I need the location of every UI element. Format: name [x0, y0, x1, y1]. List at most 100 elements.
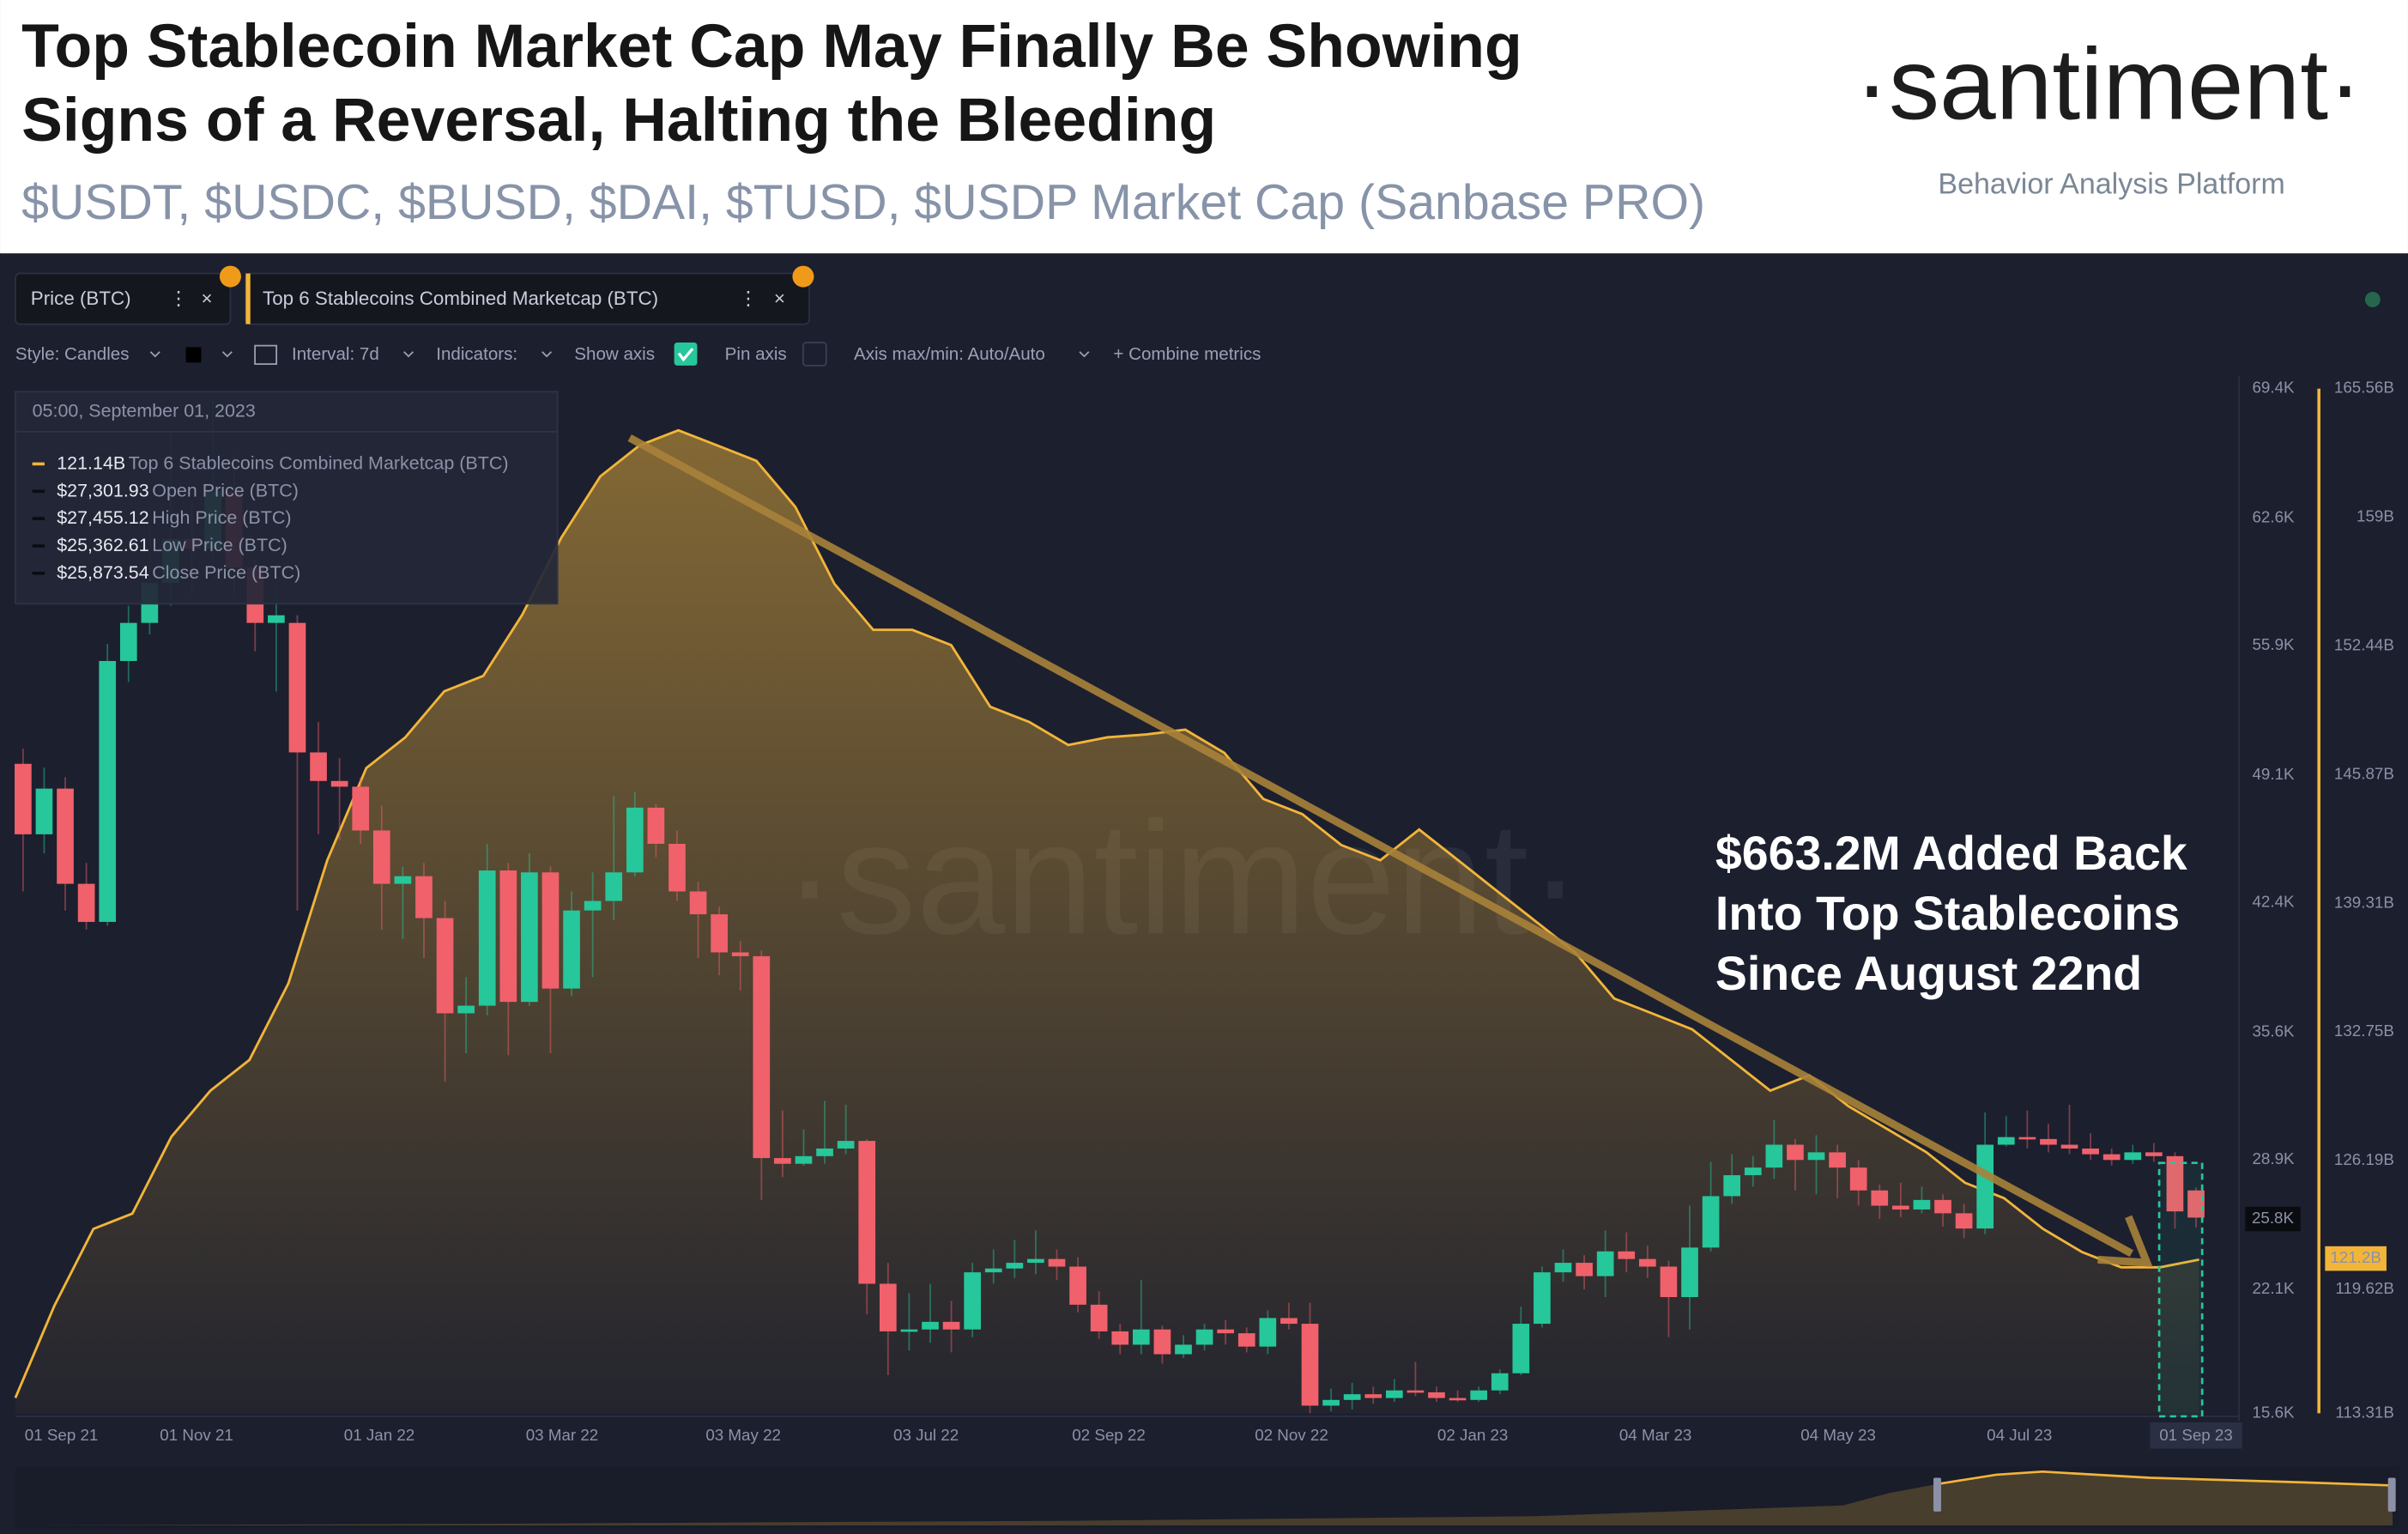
- y2-tick-label: 113.31B: [2335, 1403, 2394, 1421]
- navigator-handle[interactable]: [1933, 1477, 1941, 1512]
- tooltip-row: $25,873.54 Close Price (BTC): [57, 562, 300, 583]
- candle-body: [1765, 1144, 1783, 1168]
- candle-body: [1111, 1331, 1129, 1345]
- candle-body: [2060, 1144, 2078, 1149]
- candle-body: [1934, 1199, 1951, 1214]
- arrow-head: [2097, 1215, 2153, 1267]
- x-tick-label: 03 May 22: [705, 1426, 781, 1444]
- dropdown-caret[interactable]: [403, 351, 414, 358]
- tab-label[interactable]: Price (BTC): [31, 288, 131, 309]
- candle-body: [1744, 1167, 1762, 1176]
- candle-body: [1976, 1144, 1994, 1229]
- candle-body: [605, 872, 623, 901]
- navigator-handle[interactable]: [2387, 1477, 2396, 1512]
- color-swatch[interactable]: [185, 347, 202, 363]
- status-dot: [2364, 292, 2381, 307]
- dropdown-caret[interactable]: [221, 351, 233, 358]
- navigator[interactable]: [15, 1466, 2399, 1529]
- pin-axis-checkbox[interactable]: [802, 342, 827, 367]
- tab-label[interactable]: Top 6 Stablecoins Combined Marketcap (BT…: [263, 288, 658, 309]
- candle-body: [436, 918, 454, 1014]
- metric-tab[interactable]: Top 6 Stablecoins Combined Marketcap (BT…: [245, 265, 814, 325]
- toolbar-option[interactable]: + Combine metrics: [1113, 344, 1261, 364]
- candle-body: [1195, 1329, 1213, 1345]
- tooltip-date: 05:00, September 01, 2023: [33, 400, 256, 421]
- candle-body: [478, 870, 496, 1006]
- tab-close[interactable]: ×: [774, 288, 785, 309]
- toolbar-option[interactable]: Pin axis: [725, 344, 787, 364]
- y2-tick-label: 119.62B: [2335, 1279, 2394, 1297]
- candle-body: [1871, 1190, 1889, 1206]
- candle-body: [77, 883, 95, 922]
- candle-body: [879, 1283, 897, 1331]
- candle-body: [457, 1005, 475, 1014]
- tab-menu[interactable]: ⋮: [739, 288, 758, 309]
- marketcap-area: [15, 430, 2199, 1414]
- candle-body: [1217, 1329, 1234, 1334]
- tooltip-metric: Low Price (BTC): [152, 535, 287, 555]
- y2-tick-label: 132.75B: [2334, 1022, 2394, 1040]
- candle-body: [1618, 1251, 1636, 1259]
- subtitle: $USDT, $USDC, $BUSD, $DAI, $TUSD, $USDP …: [21, 175, 1705, 230]
- y-tick-label: 69.4K: [2253, 379, 2296, 397]
- y-tick-label: 42.4K: [2253, 893, 2296, 911]
- tooltip-value: 121.14B: [57, 452, 125, 473]
- tooltip-row: $27,455.12 High Price (BTC): [57, 507, 291, 528]
- candle-body: [1132, 1329, 1150, 1345]
- annotation-line: $663.2M Added Back: [1715, 827, 2187, 880]
- metric-tab[interactable]: Price (BTC) ⋮ ×: [15, 265, 241, 325]
- annotation-line: Since August 22nd: [1715, 947, 2142, 1000]
- dropdown-caret[interactable]: [541, 351, 553, 358]
- candle-body: [415, 876, 433, 919]
- tagline: Behavior Analysis Platform: [1938, 168, 2284, 201]
- x-tick-label: 04 Jul 23: [1987, 1426, 2052, 1444]
- toolbar-option[interactable]: Indicators:: [436, 344, 517, 364]
- dropdown-caret[interactable]: [1079, 351, 1090, 358]
- show-axis-checkbox[interactable]: [674, 343, 698, 366]
- candle-body: [1554, 1263, 1572, 1273]
- y-tick-label: 55.9K: [2253, 635, 2296, 653]
- x-tick-label: 04 May 23: [1800, 1426, 1876, 1444]
- tab-menu[interactable]: ⋮: [169, 288, 188, 309]
- candle-body: [1829, 1152, 1846, 1168]
- annotation-line: Into Top Stablecoins: [1715, 887, 2180, 940]
- y-tick-label: 22.1K: [2253, 1279, 2296, 1297]
- tooltip-row: $27,301.93 Open Price (BTC): [57, 480, 299, 500]
- candle-body: [2166, 1155, 2184, 1212]
- toolbar-option[interactable]: Interval: 7d: [292, 344, 379, 364]
- candle-body: [753, 955, 771, 1159]
- tab-bg: [15, 272, 232, 325]
- x-tick-label: 01 Sep 21: [25, 1426, 99, 1444]
- candle-body: [1512, 1324, 1530, 1373]
- candle-body: [1997, 1137, 2015, 1145]
- y2-tick-label: 159B: [2357, 507, 2394, 525]
- candle-body: [1385, 1390, 1403, 1398]
- candle-body: [1449, 1398, 1467, 1401]
- candle-body: [1723, 1175, 1741, 1197]
- candle-body: [858, 1141, 876, 1284]
- candle-body: [1596, 1251, 1614, 1276]
- tab-close[interactable]: ×: [201, 288, 212, 309]
- toolbar-option[interactable]: Show axis: [574, 344, 655, 364]
- tooltip-value: $25,362.61: [57, 535, 148, 555]
- x-tick-label: 04 Mar 23: [1619, 1426, 1691, 1444]
- interval-icon[interactable]: [254, 344, 278, 366]
- y-tick-label: 28.9K: [2253, 1149, 2296, 1167]
- dropdown-caret[interactable]: [149, 351, 160, 358]
- toolbar-option[interactable]: Axis max/min: Auto/Auto: [854, 344, 1045, 364]
- highlight-box: [2157, 1161, 2204, 1418]
- candle-body: [1491, 1373, 1509, 1391]
- marketcap-tag: 121.2B: [2330, 1248, 2381, 1266]
- btc-badge: [219, 265, 241, 288]
- candle-body: [1787, 1144, 1804, 1161]
- navigator-area: [15, 1471, 2393, 1525]
- x-tick-label: 02 Nov 22: [1255, 1426, 1328, 1444]
- toolbar-option[interactable]: Style: Candles: [15, 344, 130, 364]
- candle-body: [1175, 1344, 1192, 1355]
- candle-body: [1470, 1390, 1488, 1400]
- y2-tick-label: 165.56B: [2334, 379, 2394, 397]
- tooltip-metric: Close Price (BTC): [152, 562, 300, 583]
- candle-body: [2145, 1152, 2163, 1156]
- candle-body: [352, 786, 370, 831]
- x-tick-label: 02 Jan 23: [1437, 1426, 1508, 1444]
